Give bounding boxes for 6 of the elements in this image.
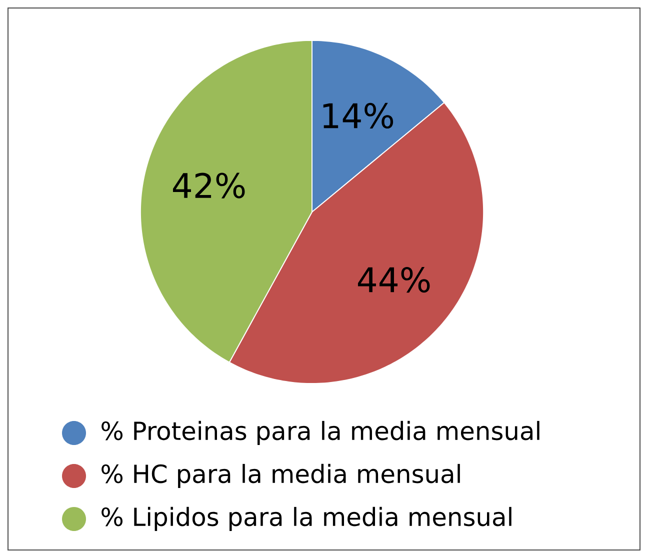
data-label: 42%: [172, 172, 245, 198]
data-label: 44%: [358, 266, 430, 293]
legend-label: % HC para la media mensual: [102, 464, 460, 488]
legend-label: % Proteinas para la media mensual: [102, 420, 540, 446]
data-label: 14%: [323, 102, 394, 129]
legend-label: % Lipidos para la media mensual: [102, 506, 512, 532]
